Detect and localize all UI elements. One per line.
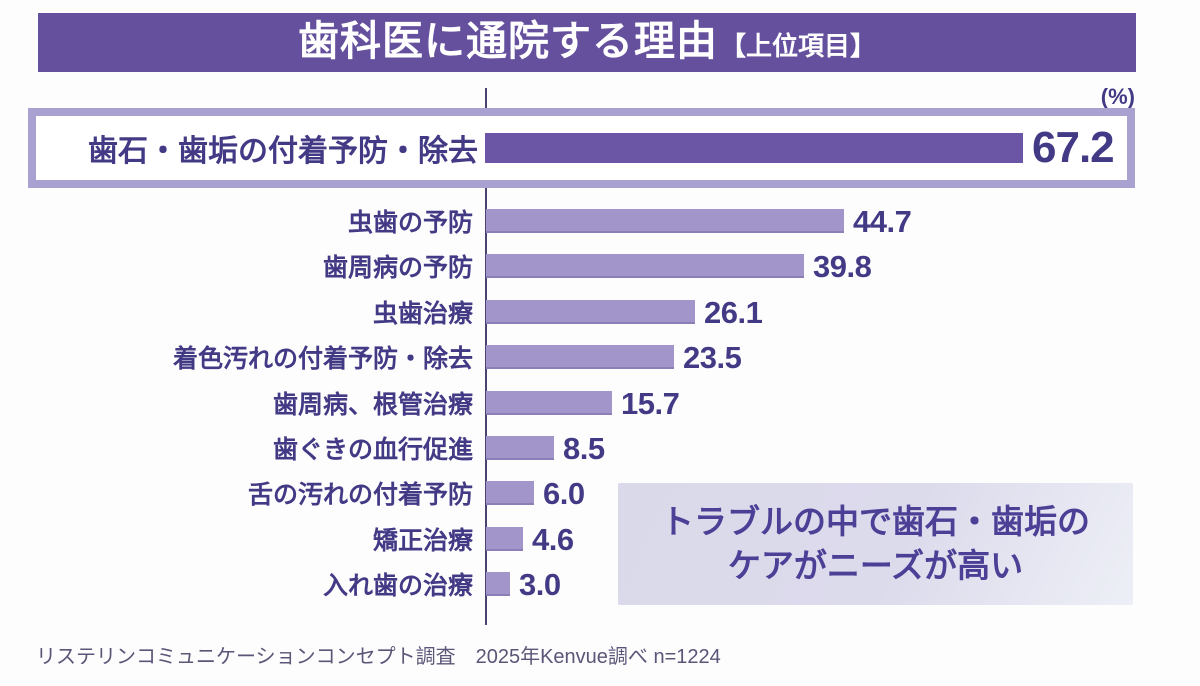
bar-label: 入れ歯の治療 [322, 572, 473, 600]
bar-value: 44.7 [853, 203, 912, 239]
chart-row: 虫歯治療 26.1 [0, 297, 763, 329]
chart-title: 歯科医に通院する理由 [297, 18, 718, 64]
bar [486, 436, 554, 460]
title-banner: 歯科医に通院する理由【上位項目】 [38, 13, 1136, 72]
bar-value: 4.6 [532, 521, 574, 557]
bar-value: 23.5 [683, 339, 742, 375]
bar [486, 391, 612, 415]
bar-value: 67.2 [1032, 123, 1115, 172]
bar-value: 8.5 [563, 430, 605, 466]
bar-label: 着色汚れの付着予防・除去 [172, 345, 473, 373]
chart-row: 虫歯の予防 44.7 [0, 206, 912, 238]
bar [486, 209, 844, 233]
chart-row: 入れ歯の治療 3.0 [0, 569, 561, 601]
bar [486, 527, 523, 551]
bar-label: 歯石・歯垢の付着予防・除去 [88, 135, 478, 168]
bar-value: 15.7 [621, 385, 680, 421]
chart-row: 歯周病、根管治療 15.7 [0, 388, 680, 420]
highlight-row: 歯石・歯垢の付着予防・除去 67.2 [28, 108, 1135, 188]
bar-label: 歯ぐきの血行促進 [272, 436, 473, 464]
chart-row: 歯ぐきの血行促進 8.5 [0, 433, 605, 465]
bar-label: 歯周病、根管治療 [272, 391, 473, 419]
annotation-callout: トラブルの中で歯石・歯垢の ケアがニーズが高い [618, 483, 1133, 605]
bar-value: 6.0 [543, 475, 585, 511]
bar-label: 舌の汚れの付着予防 [247, 481, 473, 509]
bar-label: 歯周病の予防 [322, 254, 473, 282]
chart-row: 舌の汚れの付着予防 6.0 [0, 478, 585, 510]
bar [486, 481, 534, 505]
bar-value: 3.0 [519, 566, 561, 602]
bar [486, 345, 674, 369]
bar-label: 虫歯の予防 [347, 209, 473, 237]
chart-row: 矯正治療 4.6 [0, 524, 574, 556]
chart-title-qualifier: 【上位項目】 [719, 31, 876, 61]
bar [486, 572, 510, 596]
source-note: リステリンコミュニケーションコンセプト調査 2025年Kenvue調べ n=12… [36, 646, 721, 668]
chart-row: 歯周病の予防 39.8 [0, 251, 872, 283]
bar-value: 39.8 [813, 248, 872, 284]
bar-value: 26.1 [704, 294, 763, 330]
annotation-line: トラブルの中で歯石・歯垢の [661, 503, 1090, 541]
bar-label: 虫歯治療 [372, 300, 473, 328]
annotation-line: ケアがニーズが高い [727, 547, 1024, 584]
bar-label: 矯正治療 [372, 527, 473, 555]
bar [485, 133, 1023, 163]
bar [486, 300, 695, 324]
chart-row: 着色汚れの付着予防・除去 23.5 [0, 342, 742, 374]
unit-label: (%) [1100, 84, 1135, 109]
bar [486, 254, 804, 278]
